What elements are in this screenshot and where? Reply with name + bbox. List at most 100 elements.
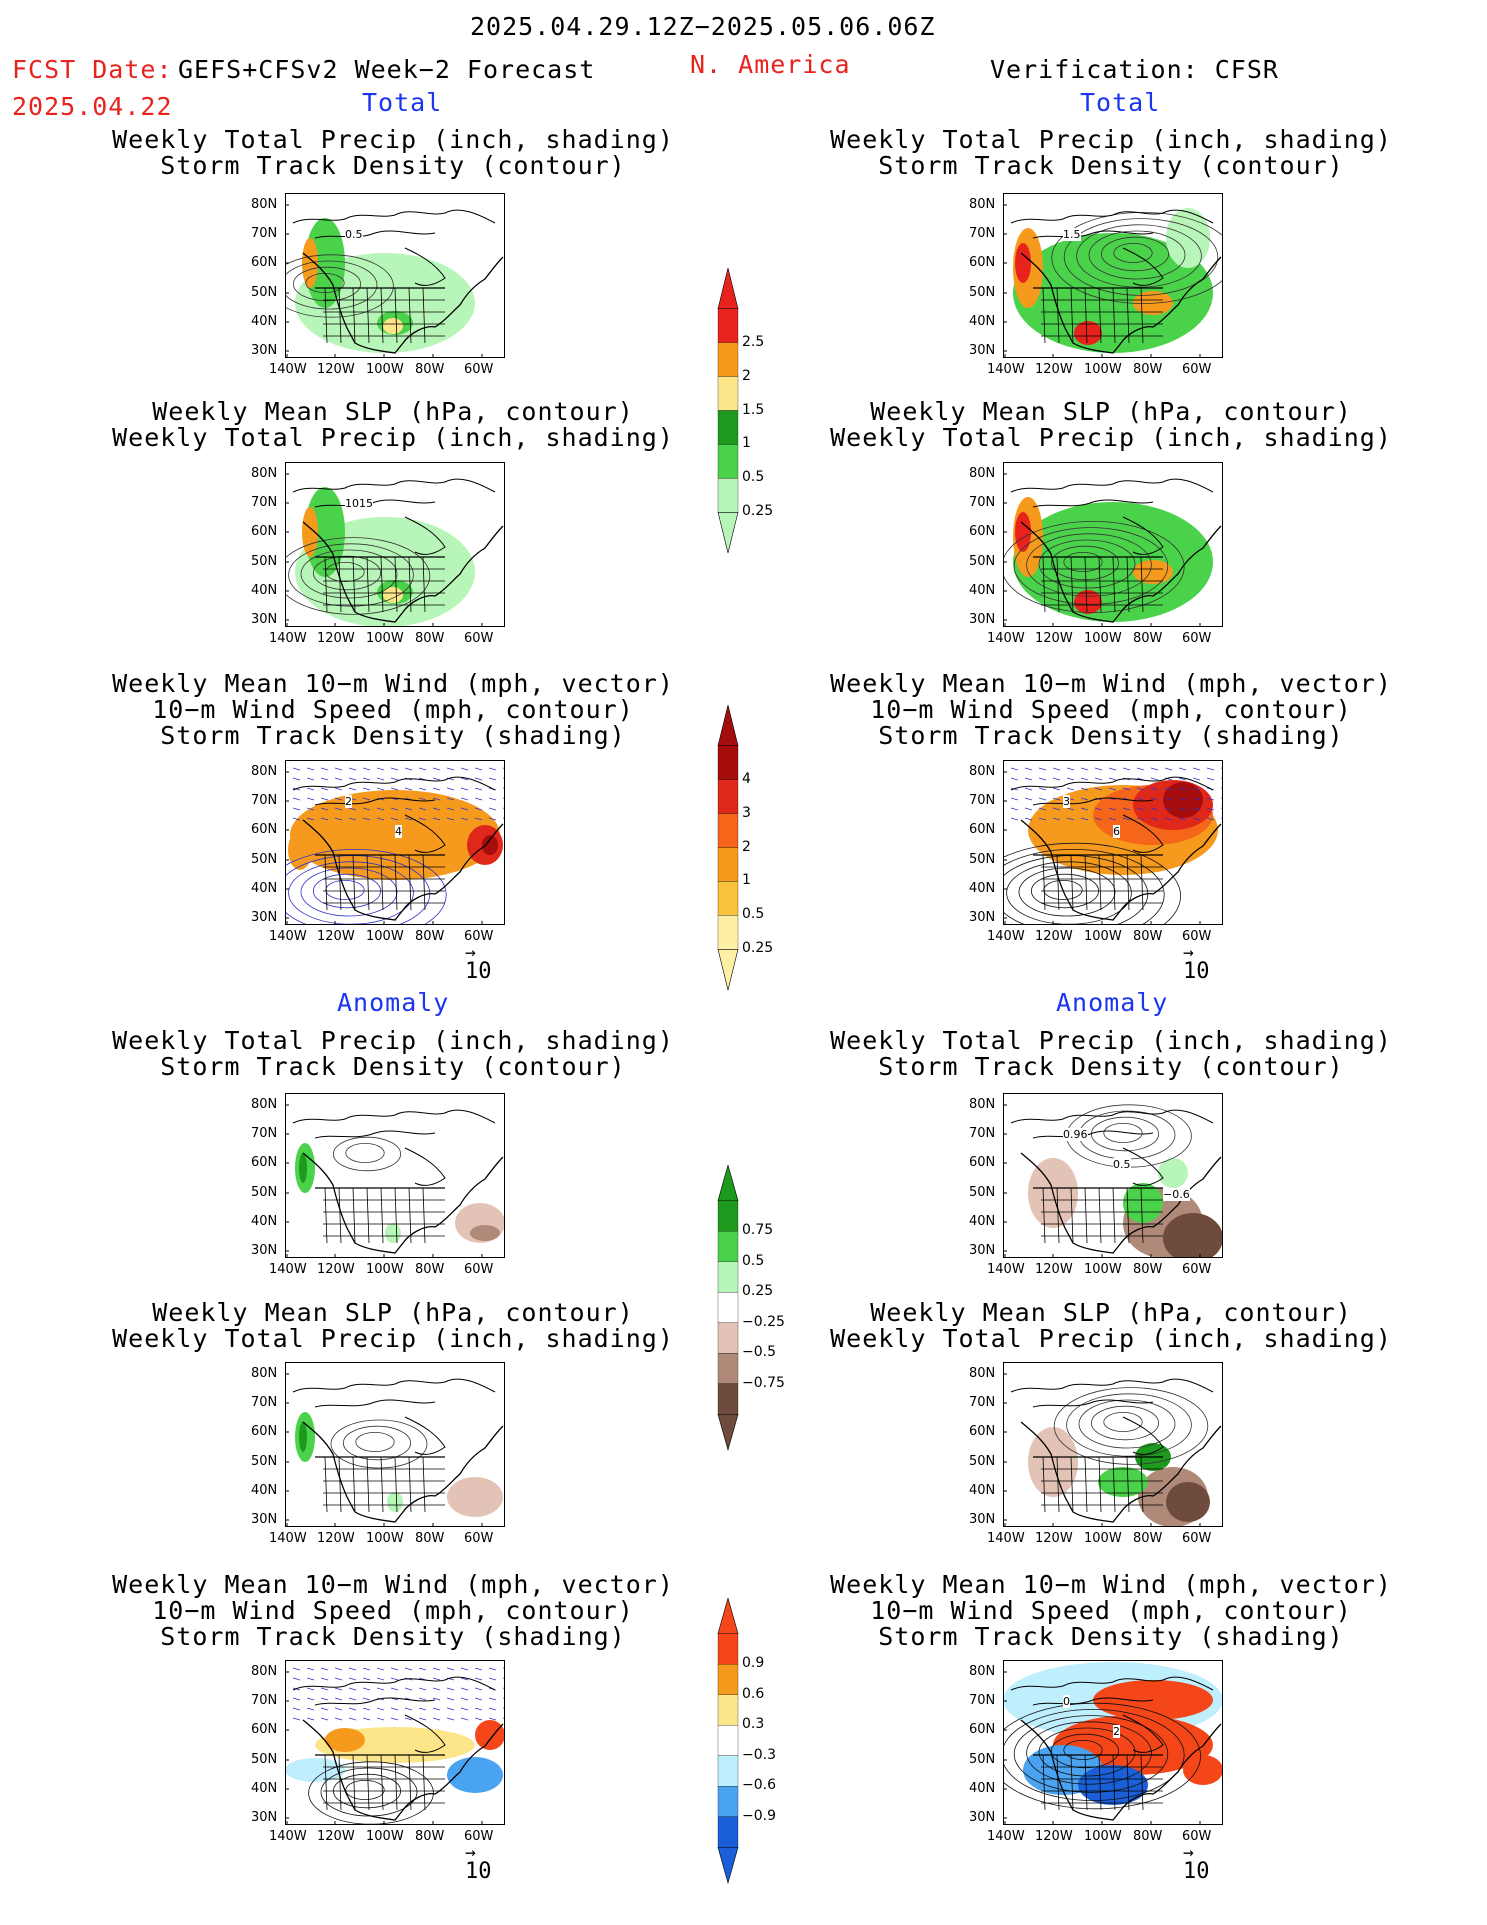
title-line: Weekly Mean 10−m Wind (mph, vector) xyxy=(830,1570,1392,1599)
colorbar-segment xyxy=(717,376,739,411)
lon-label: 80W xyxy=(415,1262,445,1277)
vector-reference-value: 10 xyxy=(465,959,492,984)
lat-label: 40N xyxy=(251,1781,278,1796)
lon-label: 100W xyxy=(1084,1829,1122,1844)
title-v-slp-anom: Weekly Mean SLP (hPa, contour) Weekly To… xyxy=(791,1300,1431,1352)
lon-label: 100W xyxy=(1084,1262,1122,1277)
northern-coast xyxy=(1010,776,1214,853)
shading xyxy=(1098,1467,1148,1497)
title-line: Weekly Total Precip (inch, shading) xyxy=(112,125,674,154)
lat-label: 60N xyxy=(251,1424,278,1439)
title-line: Storm Track Density (contour) xyxy=(878,1052,1344,1081)
colorbar-bottom-triangle xyxy=(717,1414,739,1452)
shading xyxy=(1078,1765,1148,1805)
lat-label: 60N xyxy=(251,1722,278,1737)
shading xyxy=(302,507,318,557)
shading xyxy=(383,318,403,334)
vector-reference-value: 10 xyxy=(1183,1859,1210,1884)
lon-label: 120W xyxy=(317,1262,355,1277)
contour-label: 1015 xyxy=(345,497,373,510)
northern-coast xyxy=(292,209,496,286)
title-line: Weekly Mean SLP (hPa, contour) xyxy=(152,397,634,426)
contour-label: 2 xyxy=(345,795,352,808)
colorbar-label: 1 xyxy=(742,872,751,889)
lat-label: 30N xyxy=(251,1512,278,1527)
lon-label: 80W xyxy=(1133,362,1163,377)
title-line: Storm Track Density (contour) xyxy=(160,1052,626,1081)
shading xyxy=(1163,1213,1223,1263)
lon-label: 80W xyxy=(1133,631,1163,646)
lon-label: 60W xyxy=(1182,362,1212,377)
map-v-slp-anom xyxy=(1003,1362,1223,1527)
lon-label: 100W xyxy=(366,631,404,646)
map-f-prec-total: 0.5 xyxy=(268,193,505,358)
title-f-wind-total: Weekly Mean 10−m Wind (mph, vector) 10−m… xyxy=(73,671,713,749)
colorbar-label: 0.25 xyxy=(742,940,774,957)
lat-label: 80N xyxy=(251,764,278,779)
lat-label: 40N xyxy=(969,881,996,896)
colorbar-segment xyxy=(717,1755,739,1787)
colorbar-bottom-triangle xyxy=(717,1847,739,1885)
lon-label: 80W xyxy=(1133,1262,1163,1277)
lat-label: 40N xyxy=(969,1781,996,1796)
map-frame xyxy=(1003,193,1223,358)
shading xyxy=(299,1153,307,1183)
shading xyxy=(475,1720,505,1750)
contours xyxy=(330,1419,428,1469)
shading xyxy=(288,830,312,870)
lon-label: 60W xyxy=(464,1262,494,1277)
lon-label: 120W xyxy=(1035,929,1073,944)
lon-label: 60W xyxy=(1182,631,1212,646)
shading xyxy=(1074,321,1102,345)
lat-label: 40N xyxy=(251,314,278,329)
title-f-slp-total: Weekly Mean SLP (hPa, contour) Weekly To… xyxy=(73,399,713,451)
colorbar-label: 0.5 xyxy=(742,1252,765,1269)
lat-label: 80N xyxy=(969,1097,996,1112)
colorbar-anom-storm-density xyxy=(717,1598,739,1885)
lat-label: 30N xyxy=(969,612,996,627)
lat-label: 80N xyxy=(969,197,996,212)
map-canvas xyxy=(989,1660,1223,1825)
contour-label: 3 xyxy=(1063,795,1070,808)
contour-label: 6 xyxy=(1113,825,1120,838)
colorbar-bottom-triangle xyxy=(717,948,739,991)
shading xyxy=(1015,243,1031,283)
northern-coast xyxy=(292,1378,496,1455)
lat-label: 70N xyxy=(251,793,278,808)
lon-label: 80W xyxy=(1133,929,1163,944)
lat-label: 70N xyxy=(251,1126,278,1141)
colorbar-label: 1.5 xyxy=(742,401,765,418)
lat-label: 50N xyxy=(969,852,996,867)
lat-label: 50N xyxy=(251,1185,278,1200)
lat-label: 30N xyxy=(969,1810,996,1825)
lat-label: 70N xyxy=(969,1126,996,1141)
section-anomaly-left: Anomaly xyxy=(337,988,450,1017)
colorbar-segment xyxy=(717,745,739,780)
title-line: Weekly Total Precip (inch, shading) xyxy=(830,423,1392,452)
lon-label: 60W xyxy=(464,362,494,377)
title-line: Weekly Mean SLP (hPa, contour) xyxy=(152,1298,634,1327)
map-canvas xyxy=(969,760,1229,950)
section-total-right: Total xyxy=(1080,88,1161,117)
lat-label: 40N xyxy=(969,1214,996,1229)
lat-label: 30N xyxy=(969,343,996,358)
vector-reference: → 10 xyxy=(465,944,492,985)
lon-label: 100W xyxy=(366,1531,404,1546)
lon-label: 60W xyxy=(464,929,494,944)
contour-label: 4 xyxy=(395,825,402,838)
map-frame xyxy=(1003,760,1223,925)
vector-arrow-icon: → xyxy=(465,1842,476,1863)
map-frame xyxy=(1003,462,1223,627)
coastline xyxy=(302,819,504,921)
lon-label: 140W xyxy=(987,1829,1025,1844)
fcst-date-label: FCST Date: xyxy=(12,55,173,84)
colorbar-label: 0.5 xyxy=(742,469,765,486)
lat-label: 50N xyxy=(969,1454,996,1469)
title-line: 10−m Wind Speed (mph, contour) xyxy=(870,695,1352,724)
lat-label: 50N xyxy=(251,852,278,867)
lat-label: 50N xyxy=(251,554,278,569)
lon-label: 120W xyxy=(1035,631,1073,646)
lon-label: 100W xyxy=(1084,362,1122,377)
title-line: Weekly Total Precip (inch, shading) xyxy=(112,423,674,452)
contour-label: 1.5 xyxy=(1063,228,1081,241)
